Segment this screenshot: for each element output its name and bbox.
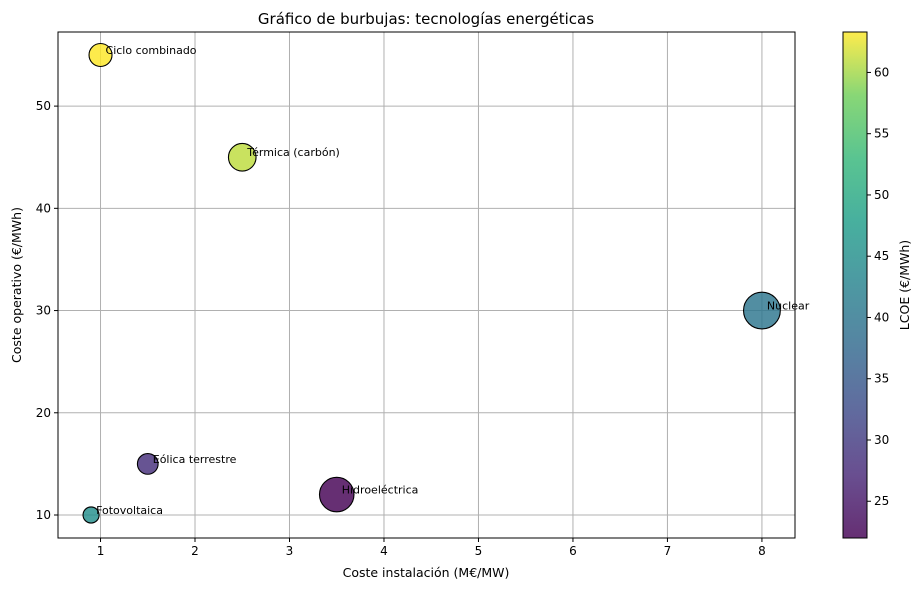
bubble [82,506,100,524]
colorbar-tick-label: 35 [874,372,889,386]
x-tick-label: 2 [191,544,199,558]
y-tick-label: 50 [36,99,51,113]
y-axis-ticks: 10 20 30 40 50 [36,99,58,522]
chart-title: Gráfico de burbujas: tecnologías energét… [258,10,594,28]
colorbar-tick-label: 30 [874,433,889,447]
x-tick-label: 4 [380,544,388,558]
x-tick-label: 5 [475,544,483,558]
bubble-label: Fotovoltaica [96,504,163,517]
colorbar-frame [842,31,868,539]
bubble-labels: Ciclo combinado Térmica (carbón) Nuclear Eó… [96,44,810,517]
colorbar-tick-label: 50 [874,188,889,202]
bubbles [82,42,781,524]
bubble [318,476,355,513]
colorbar-tick-label: 55 [874,127,889,141]
bubble [742,291,781,330]
colorbar-tick-label: 45 [874,249,889,263]
bubble-label: Térmica (carbón) [246,146,340,159]
y-tick-label: 20 [36,406,51,420]
plot-frame [57,31,796,539]
colorbar-ticks: 25 30 35 40 45 50 55 60 [867,65,889,508]
bubble [136,452,159,475]
y-tick-label: 30 [36,304,51,318]
colorbar-tick-label: 40 [874,310,889,324]
colorbar [843,32,867,538]
x-tick-label: 6 [569,544,577,558]
bubble [88,42,113,68]
colorbar-label: LCOE (€/MWh) [897,240,912,330]
x-tick-label: 3 [286,544,294,558]
bubble-label: Ciclo combinado [106,44,197,57]
x-tick-label: 7 [664,544,672,558]
bubble-label: Nuclear [767,300,810,313]
x-axis-label: Coste instalación (M€/MW) [343,565,510,580]
bubble-label: Eólica terrestre [153,453,237,466]
y-axis-label: Coste operativo (€/MWh) [9,207,24,363]
grid [58,32,795,538]
colorbar-tick-label: 25 [874,494,889,508]
y-tick-label: 40 [36,201,51,215]
y-tick-label: 10 [36,508,51,522]
bubble [227,142,257,172]
x-axis-ticks: 1 2 3 4 5 6 7 8 [97,538,766,558]
x-tick-label: 8 [758,544,766,558]
colorbar-tick-label: 60 [874,65,889,79]
x-tick-label: 1 [97,544,105,558]
bubble-label: Hidroeléctrica [342,484,419,497]
